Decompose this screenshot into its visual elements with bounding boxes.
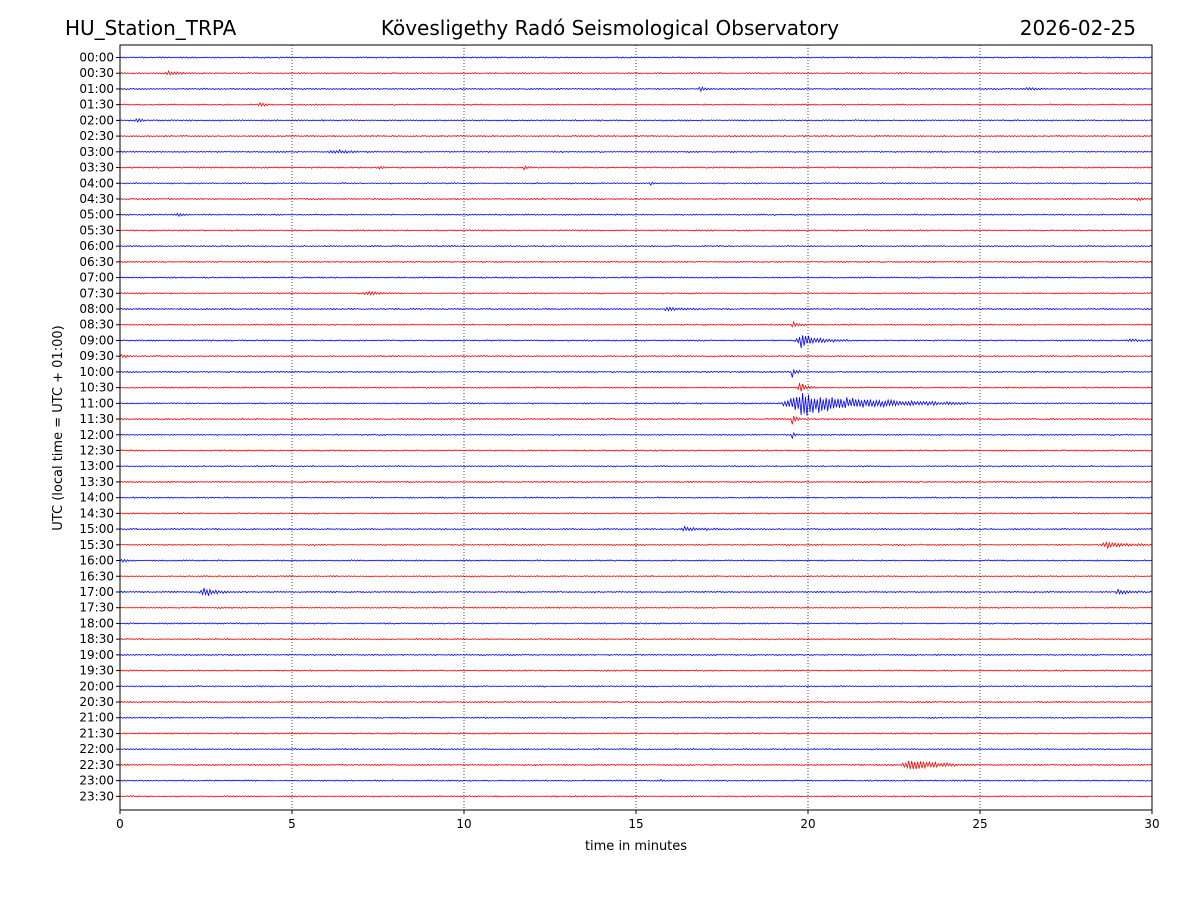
y-tick-label: 17:30 bbox=[79, 601, 114, 615]
x-tick-label: 10 bbox=[456, 817, 471, 831]
y-tick-label: 19:30 bbox=[79, 664, 114, 678]
y-tick-label: 06:30 bbox=[79, 255, 114, 269]
x-tick-label: 0 bbox=[116, 817, 124, 831]
y-tick-label: 09:30 bbox=[79, 349, 114, 363]
chart-title: Kövesligethy Radó Seismological Observat… bbox=[380, 16, 840, 40]
trace-row-1930 bbox=[119, 669, 1153, 672]
trace-row-1400 bbox=[119, 496, 1153, 499]
y-tick-label: 07:30 bbox=[79, 286, 114, 300]
trace-row-0500 bbox=[119, 212, 1153, 218]
y-tick-label: 02:30 bbox=[79, 129, 114, 143]
trace-row-0900 bbox=[119, 335, 1153, 348]
x-tick-label: 20 bbox=[800, 817, 815, 831]
y-tick-label: 23:00 bbox=[79, 774, 114, 788]
y-tick-label: 13:00 bbox=[79, 459, 114, 473]
y-tick-label: 08:00 bbox=[79, 302, 114, 316]
trace-row-0130 bbox=[119, 102, 1153, 107]
trace-row-2130 bbox=[119, 732, 1153, 735]
trace-row-2330 bbox=[119, 795, 1153, 798]
trace-row-0930 bbox=[119, 353, 1153, 359]
y-tick-label: 22:00 bbox=[79, 742, 114, 756]
y-tick-label: 12:00 bbox=[79, 428, 114, 442]
y-tick-label: 04:30 bbox=[79, 192, 114, 206]
y-tick-label: 12:30 bbox=[79, 444, 114, 458]
trace-row-2000 bbox=[119, 684, 1153, 688]
y-tick-label: 16:00 bbox=[79, 554, 114, 568]
x-tick-label: 15 bbox=[628, 817, 643, 831]
y-tick-label: 14:00 bbox=[79, 491, 114, 505]
y-tick-label: 04:00 bbox=[79, 176, 114, 190]
y-tick-label: 10:30 bbox=[79, 381, 114, 395]
trace-row-1730 bbox=[119, 606, 1153, 610]
y-tick-label: 00:30 bbox=[79, 66, 114, 80]
y-tick-label: 22:30 bbox=[79, 758, 114, 772]
y-tick-label: 17:00 bbox=[79, 585, 114, 599]
y-tick-label: 15:00 bbox=[79, 522, 114, 536]
y-tick-label: 09:00 bbox=[79, 333, 114, 347]
y-tick-label: 10:00 bbox=[79, 365, 114, 379]
y-tick-label: 06:00 bbox=[79, 239, 114, 253]
y-tick-label: 08:30 bbox=[79, 318, 114, 332]
y-tick-label: 15:30 bbox=[79, 538, 114, 552]
y-axis-label: UTC (local time = UTC + 01:00) bbox=[51, 325, 66, 530]
y-tick-label: 21:30 bbox=[79, 726, 114, 740]
y-tick-label: 14:30 bbox=[79, 506, 114, 520]
y-tick-label: 00:00 bbox=[79, 51, 114, 65]
y-tick-label: 11:30 bbox=[79, 412, 114, 426]
y-tick-label: 13:30 bbox=[79, 475, 114, 489]
trace-row-0100 bbox=[119, 86, 1153, 93]
y-tick-label: 20:30 bbox=[79, 695, 114, 709]
trace-row-1130 bbox=[119, 415, 1153, 425]
y-tick-label: 16:30 bbox=[79, 569, 114, 583]
trace-row-0730 bbox=[119, 290, 1153, 296]
y-tick-label: 05:00 bbox=[79, 208, 114, 222]
x-tick-label: 30 bbox=[1144, 817, 1159, 831]
trace-row-1600 bbox=[119, 558, 1153, 563]
y-tick-label: 19:00 bbox=[79, 648, 114, 662]
trace-row-0330 bbox=[119, 165, 1153, 171]
trace-row-1800 bbox=[119, 622, 1153, 625]
x-tick-label: 25 bbox=[972, 817, 987, 831]
trace-row-0300 bbox=[119, 148, 1153, 154]
y-tick-label: 02:00 bbox=[79, 113, 114, 127]
y-tick-label: 07:00 bbox=[79, 271, 114, 285]
chart-date: 2026-02-25 bbox=[1019, 16, 1136, 40]
trace-row-2200 bbox=[119, 747, 1153, 751]
x-axis-label: time in minutes bbox=[585, 839, 687, 854]
trace-row-1530 bbox=[119, 541, 1153, 550]
station-name: HU_Station_TRPA bbox=[65, 16, 237, 40]
y-tick-label: 05:30 bbox=[79, 223, 114, 237]
y-tick-label: 01:00 bbox=[79, 82, 114, 96]
y-tick-label: 20:00 bbox=[79, 679, 114, 693]
y-tick-label: 21:00 bbox=[79, 711, 114, 725]
y-tick-label: 01:30 bbox=[79, 98, 114, 112]
trace-row-0530 bbox=[119, 229, 1153, 232]
y-tick-label: 18:00 bbox=[79, 616, 114, 630]
y-tick-label: 11:00 bbox=[79, 396, 114, 410]
trace-row-1100 bbox=[119, 392, 1153, 416]
y-tick-label: 03:00 bbox=[79, 145, 114, 159]
y-tick-label: 18:30 bbox=[79, 632, 114, 646]
y-tick-label: 23:30 bbox=[79, 789, 114, 803]
trace-row-1330 bbox=[119, 480, 1153, 484]
grid-group bbox=[291, 45, 981, 810]
x-axis: 0 5 10 15 20 25 30 bbox=[116, 810, 1160, 831]
trace-row-1500 bbox=[119, 525, 1153, 532]
trace-row-1000 bbox=[119, 368, 1153, 378]
x-tick-label: 5 bbox=[288, 817, 296, 831]
y-tick-label: 03:30 bbox=[79, 161, 114, 175]
trace-row-0700 bbox=[119, 276, 1153, 279]
